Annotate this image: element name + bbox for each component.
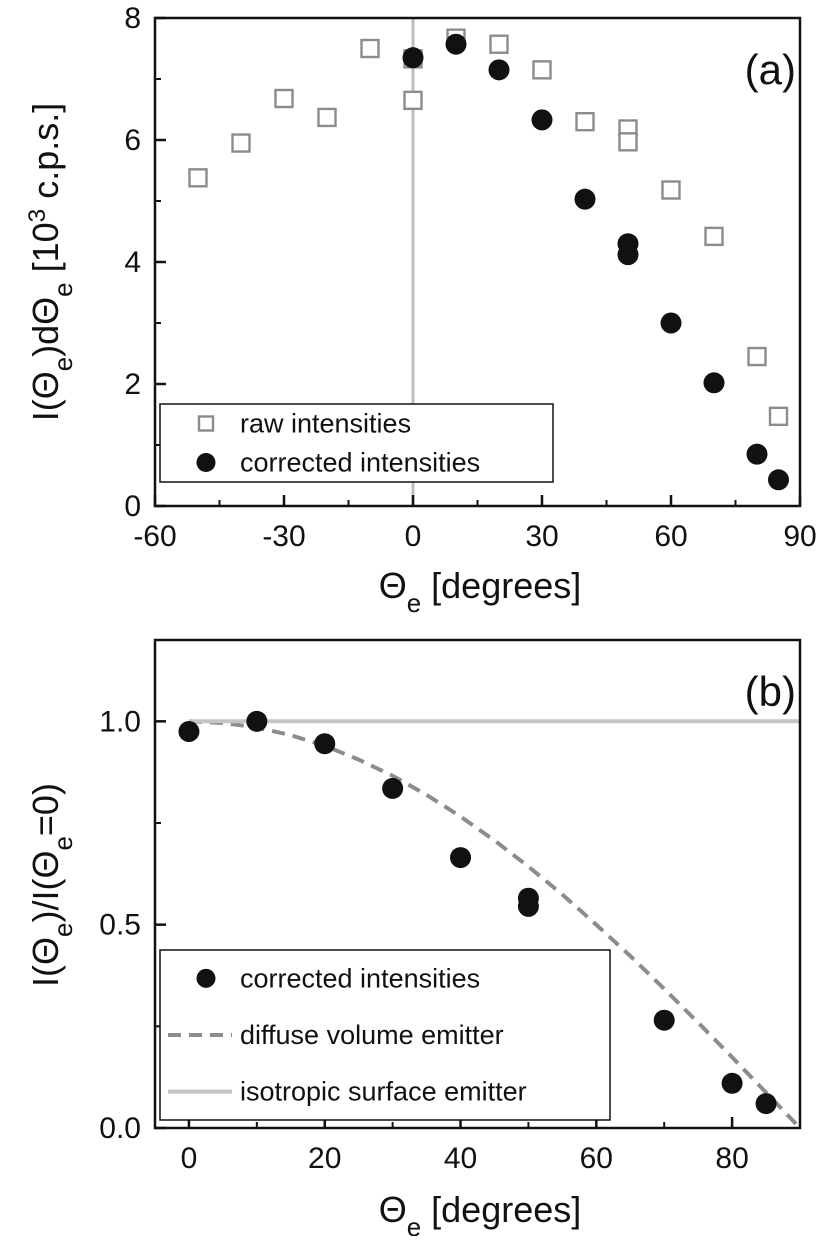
raw-intensity-point (274, 88, 294, 109)
x-tick-label: -30 (262, 520, 305, 553)
y-tick-label: 0.0 (99, 1112, 141, 1145)
legend-key-corrected-intensities (196, 968, 216, 988)
raw-intensity-point (188, 168, 208, 188)
legend: corrected intensities diffuse volume emit… (159, 949, 611, 1121)
legend-box (159, 403, 554, 483)
plot-frame (153, 638, 802, 1130)
raw-intensity-point (231, 133, 251, 153)
corrected-intensity-point (314, 733, 336, 755)
x-tick-label: 20 (308, 1142, 341, 1175)
x-tick-label: 0 (181, 1142, 198, 1175)
legend-label: raw intensities (240, 409, 411, 439)
x-tick-label: 40 (444, 1142, 477, 1175)
raw-intensity-point (403, 90, 423, 111)
y-tick-label: 0 (124, 490, 141, 523)
x-tick-label: -60 (133, 520, 176, 553)
corrected-intensity-point (382, 777, 404, 799)
legend-key-raw-intensities (197, 415, 215, 432)
raw-intensity-point (661, 180, 681, 200)
raw-intensity-point (360, 38, 380, 59)
y-tick-label: 8 (124, 2, 141, 35)
corrected-intensity-point (488, 59, 510, 81)
corrected-intensity-point (531, 109, 553, 131)
legend-label: diffuse volume emitter (240, 1020, 504, 1050)
y-tick-label: 4 (124, 246, 141, 279)
x-axis-label: Θe [degrees] (379, 565, 582, 618)
corrected-intensity-point (660, 312, 682, 334)
corrected-intensity-point (517, 895, 539, 917)
legend-box (159, 949, 611, 1121)
corrected-intensity-point (574, 188, 596, 210)
y-tick-label: 6 (124, 124, 141, 157)
corrected-intensity-point (617, 244, 639, 266)
raw-intensity-point (489, 34, 509, 54)
raw-intensity-point (618, 132, 638, 152)
legend-key-corrected-intensities (196, 453, 216, 472)
x-axis-label: Θe [degrees] (379, 1189, 582, 1236)
x-tick-label: 30 (525, 520, 558, 553)
corrected-intensity-point (768, 469, 789, 491)
x-tick-label: 60 (580, 1142, 613, 1175)
legend-label: isotropic surface emitter (240, 1077, 527, 1107)
raw-intensity-point (575, 111, 595, 132)
y-tick-label: 2 (124, 368, 141, 401)
corrected-intensity-point (178, 721, 200, 742)
corrected-intensity-point (402, 47, 424, 69)
x-tick-label: 60 (654, 520, 687, 553)
x-tick-label: 0 (405, 520, 422, 553)
raw-intensity-point (704, 226, 724, 247)
x-tick-label: 90 (783, 520, 816, 553)
legend-label: corrected intensities (240, 448, 480, 478)
y-tick-label: 1.0 (99, 705, 141, 738)
corrected-intensity-point (450, 847, 472, 869)
panel-label: (a) (745, 46, 796, 93)
legend: raw intensities corrected intensities (159, 403, 554, 483)
chart-panel-a: -60 -30 0 30 60 90 0 2 4 6 8 (a) Θe [degrees] I(Θe)dΘ… (24, 2, 817, 618)
corrected-intensity-point (755, 1093, 777, 1115)
raw-intensity-point (747, 346, 767, 367)
legend-label: corrected intensities (240, 963, 480, 993)
corrected-intensity-point (703, 372, 725, 394)
chart-panel-b: 0 20 40 60 80 0.0 0.5 1.0 (b) Θe [degrees] I(Θe)/I… (25, 638, 802, 1241)
y-tick-label: 0.5 (99, 909, 141, 942)
panel-label: (b) (745, 668, 796, 715)
raw-intensity-point (532, 60, 552, 80)
y-axis-label: I(Θe)/I(Θe=0) (25, 783, 78, 987)
raw-intensity-point (317, 107, 337, 128)
corrected-intensity-point (445, 33, 467, 55)
corrected-intensity-point (653, 1009, 675, 1031)
y-axis-label: I(Θe)dΘe [103 c.p.s.] (24, 103, 79, 422)
corrected-intensity-point (746, 443, 768, 465)
corrected-intensity-point (721, 1072, 743, 1094)
corrected-intensity-point (246, 710, 268, 732)
raw-intensity-point (768, 406, 789, 427)
x-tick-label: 80 (715, 1142, 748, 1175)
